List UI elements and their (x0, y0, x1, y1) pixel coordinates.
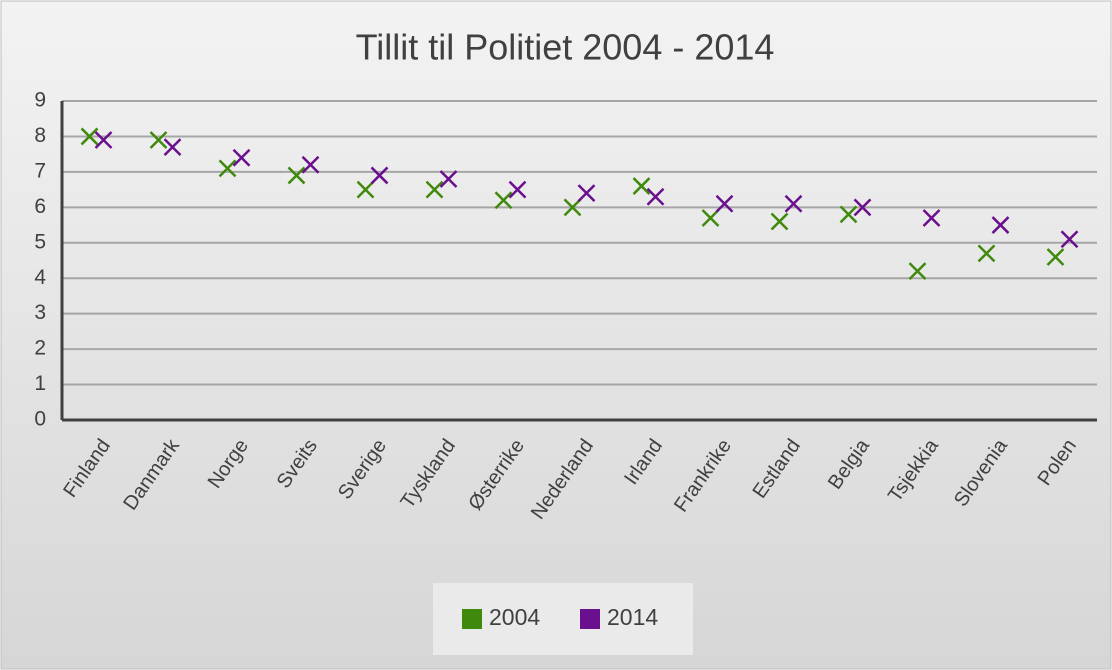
marker (646, 187, 665, 206)
y-tick-label: 9 (34, 89, 46, 112)
marker (977, 244, 996, 263)
marker (494, 191, 513, 210)
marker (701, 209, 720, 227)
marker (80, 127, 99, 146)
marker (301, 155, 320, 174)
marker (715, 194, 734, 213)
legend-swatch (462, 609, 482, 629)
y-tick-label: 4 (34, 266, 46, 289)
marker (784, 194, 803, 213)
marker (908, 262, 927, 281)
y-tick-label: 6 (34, 195, 46, 218)
marker (425, 180, 444, 199)
legend-label: 2014 (607, 604, 658, 630)
marker (853, 198, 872, 217)
y-tick-label: 8 (34, 124, 46, 147)
y-tick-label: 7 (34, 159, 46, 182)
y-tick-label: 3 (34, 301, 46, 324)
marker (770, 212, 789, 231)
chart-title: Tillit til Politiet 2004 - 2014 (356, 27, 775, 68)
marker (163, 138, 182, 156)
marker (577, 184, 596, 203)
y-tick-label: 0 (34, 408, 46, 431)
y-tick-label: 2 (34, 337, 46, 360)
marker (991, 216, 1010, 234)
marker (370, 166, 389, 185)
y-tick-label: 5 (34, 230, 46, 253)
marker (94, 131, 113, 149)
legend-label: 2004 (489, 604, 540, 630)
marker (1046, 248, 1065, 266)
marker (232, 148, 251, 167)
marker (1060, 230, 1079, 249)
marker (839, 205, 858, 224)
y-tick-label: 1 (34, 372, 46, 395)
marker (563, 198, 582, 217)
marker (287, 166, 306, 185)
marker (356, 180, 375, 199)
marker (439, 170, 458, 188)
marker (149, 131, 168, 149)
marker (922, 209, 941, 227)
marker (508, 180, 527, 199)
marker (632, 177, 651, 195)
legend-swatch (580, 609, 600, 629)
marker (218, 159, 237, 178)
